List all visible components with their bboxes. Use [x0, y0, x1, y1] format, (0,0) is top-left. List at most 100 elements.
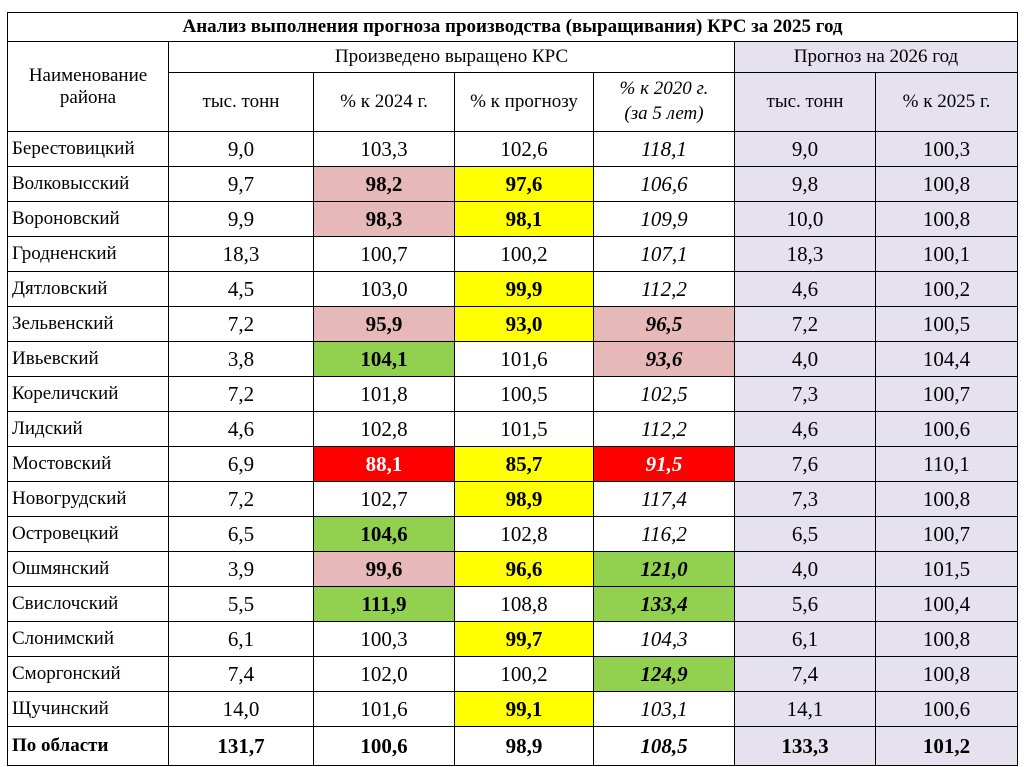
forecast-pct-cell: 100,8 [875, 621, 1018, 657]
pct-forecast-cell: 98,1 [454, 201, 594, 237]
tonnes-cell: 6,9 [168, 446, 314, 482]
district-name: Лидский [7, 411, 169, 447]
pct-forecast-cell: 100,2 [454, 236, 594, 272]
total-cell: 133,3 [734, 726, 876, 766]
forecast-tonnes-cell: 4,6 [734, 411, 876, 447]
forecast-tonnes-cell: 5,6 [734, 586, 876, 622]
tonnes-cell: 7,2 [168, 306, 314, 342]
district-name: Островецкий [7, 516, 169, 552]
district-name: Свислочский [7, 586, 169, 622]
total-row: По области 131,7 100,6 98,9 108,5 133,3 101,2 [7, 726, 1018, 766]
tonnes-cell: 6,1 [168, 621, 314, 657]
forecast-pct-cell: 100,5 [875, 306, 1018, 342]
pct-2020-cell: 124,9 [593, 656, 735, 692]
forecast-pct-cell: 100,6 [875, 691, 1018, 727]
pct-2020-cell: 96,5 [593, 306, 735, 342]
tonnes-cell: 7,2 [168, 481, 314, 517]
table-row: Свислочский 5,5 111,9 108,8 133,4 5,6 100,4 [7, 586, 1018, 622]
forecast-pct-cell: 100,7 [875, 376, 1018, 412]
pct-2020-cell: 91,5 [593, 446, 735, 482]
pct-2020-cell: 109,9 [593, 201, 735, 237]
pct-2024-cell: 102,8 [313, 411, 455, 447]
table-row: Слонимский 6,1 100,3 99,7 104,3 6,1 100,8 [7, 621, 1018, 657]
pct-2024-cell: 95,9 [313, 306, 455, 342]
pct-forecast-cell: 97,6 [454, 166, 594, 202]
pct-forecast-cell: 99,7 [454, 621, 594, 657]
forecast-tonnes-cell: 7,3 [734, 376, 876, 412]
pct-2020-cell: 117,4 [593, 481, 735, 517]
pct-2024-cell: 103,3 [313, 131, 455, 167]
forecast-pct-cell: 100,6 [875, 411, 1018, 447]
forecast-tonnes-cell: 10,0 [734, 201, 876, 237]
total-cell: 108,5 [593, 726, 735, 766]
pct-2020-cell: 106,6 [593, 166, 735, 202]
pct-forecast-cell: 102,8 [454, 516, 594, 552]
pct-2024-cell: 98,3 [313, 201, 455, 237]
table-row: Островецкий 6,5 104,6 102,8 116,2 6,5 100,7 [7, 516, 1018, 552]
district-name: Берестовицкий [7, 131, 169, 167]
tonnes-cell: 3,8 [168, 341, 314, 377]
pct-2020-cell: 93,6 [593, 341, 735, 377]
forecast-pct-cell: 100,8 [875, 481, 1018, 517]
col-header-pct-2024: % к 2024 г. [313, 72, 455, 132]
tonnes-cell: 14,0 [168, 691, 314, 727]
forecast-tonnes-cell: 7,2 [734, 306, 876, 342]
tonnes-cell: 5,5 [168, 586, 314, 622]
table-title: Анализ выполнения прогноза производства … [7, 12, 1018, 42]
table-row: Новогрудский 7,2 102,7 98,9 117,4 7,3 100,8 [7, 481, 1018, 517]
district-name: Щучинский [7, 691, 169, 727]
pct-2024-cell: 88,1 [313, 446, 455, 482]
forecast-analysis-table: Анализ выполнения прогноза производства … [7, 12, 1018, 766]
forecast-tonnes-cell: 18,3 [734, 236, 876, 272]
pct-2024-cell: 101,6 [313, 691, 455, 727]
table-row: Вороновский 9,9 98,3 98,1 109,9 10,0 100,8 [7, 201, 1018, 237]
pct-2020-cell: 121,0 [593, 551, 735, 587]
pct-2024-cell: 98,2 [313, 166, 455, 202]
forecast-pct-cell: 100,3 [875, 131, 1018, 167]
district-name: Сморгонский [7, 656, 169, 692]
forecast-tonnes-cell: 7,4 [734, 656, 876, 692]
pct-forecast-cell: 93,0 [454, 306, 594, 342]
table-row: Ивьевский 3,8 104,1 101,6 93,6 4,0 104,4 [7, 341, 1018, 377]
total-cell: 98,9 [454, 726, 594, 766]
total-cell: 101,2 [875, 726, 1018, 766]
pct-2024-cell: 100,3 [313, 621, 455, 657]
forecast-pct-cell: 100,1 [875, 236, 1018, 272]
total-cell: 131,7 [168, 726, 314, 766]
forecast-tonnes-cell: 6,1 [734, 621, 876, 657]
pct-2020-cell: 118,1 [593, 131, 735, 167]
table-row: Мостовский 6,9 88,1 85,7 91,5 7,6 110,1 [7, 446, 1018, 482]
pct-forecast-cell: 101,6 [454, 341, 594, 377]
tonnes-cell: 9,7 [168, 166, 314, 202]
forecast-tonnes-cell: 7,3 [734, 481, 876, 517]
col-header-forecast-tonnes: тыс. тонн [734, 72, 876, 132]
col-header-pct-2020: % к 2020 г. (за 5 лет) [593, 72, 735, 132]
forecast-tonnes-cell: 9,0 [734, 131, 876, 167]
total-cell: 100,6 [313, 726, 455, 766]
forecast-tonnes-cell: 4,0 [734, 551, 876, 587]
forecast-group-header: Прогноз на 2026 год [734, 41, 1018, 73]
forecast-pct-cell: 100,8 [875, 201, 1018, 237]
tonnes-cell: 4,6 [168, 411, 314, 447]
pct-2020-cell: 112,2 [593, 411, 735, 447]
forecast-pct-cell: 104,4 [875, 341, 1018, 377]
tonnes-cell: 3,9 [168, 551, 314, 587]
pct-forecast-cell: 85,7 [454, 446, 594, 482]
table-row: Щучинский 14,0 101,6 99,1 103,1 14,1 100,6 [7, 691, 1018, 727]
pct-2024-cell: 100,7 [313, 236, 455, 272]
forecast-pct-cell: 100,8 [875, 166, 1018, 202]
forecast-tonnes-cell: 7,6 [734, 446, 876, 482]
col-header-pct-forecast: % к прогнозу [454, 72, 594, 132]
pct-2020-cell: 112,2 [593, 271, 735, 307]
pct-2024-cell: 99,6 [313, 551, 455, 587]
table-row: Дятловский 4,5 103,0 99,9 112,2 4,6 100,2 [7, 271, 1018, 307]
forecast-pct-cell: 100,7 [875, 516, 1018, 552]
pct-2020-cell: 104,3 [593, 621, 735, 657]
table-row: Ошмянский 3,9 99,6 96,6 121,0 4,0 101,5 [7, 551, 1018, 587]
tonnes-cell: 7,2 [168, 376, 314, 412]
produced-group-header: Произведено выращено КРС [168, 41, 735, 73]
pct-forecast-cell: 98,9 [454, 481, 594, 517]
forecast-pct-cell: 100,4 [875, 586, 1018, 622]
tonnes-cell: 18,3 [168, 236, 314, 272]
tonnes-cell: 4,5 [168, 271, 314, 307]
